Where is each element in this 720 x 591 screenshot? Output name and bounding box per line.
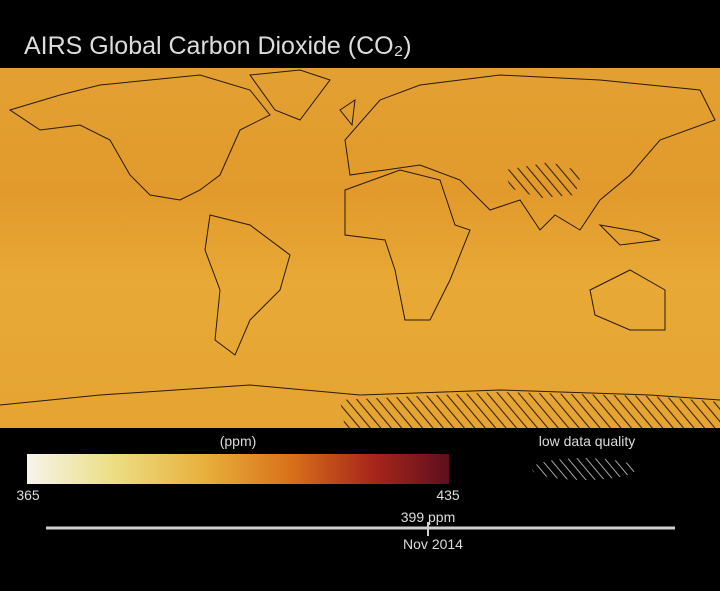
- colorbar-label: (ppm): [220, 433, 257, 449]
- colorbar-max: 435: [436, 487, 460, 503]
- low-quality-region: [340, 392, 720, 428]
- current-date: Nov 2014: [403, 536, 463, 552]
- map: [0, 68, 720, 428]
- current-value: 399 ppm: [401, 509, 455, 525]
- hatch-swatch: [532, 458, 636, 480]
- colorbar-min: 365: [16, 487, 40, 503]
- coastlines: [0, 69, 720, 406]
- low-quality-region: [505, 162, 582, 198]
- colorbar: [27, 454, 449, 484]
- title: AIRS Global Carbon Dioxide (CO₂): [24, 32, 412, 60]
- map-background: [0, 68, 720, 428]
- hatch-label: low data quality: [539, 433, 636, 449]
